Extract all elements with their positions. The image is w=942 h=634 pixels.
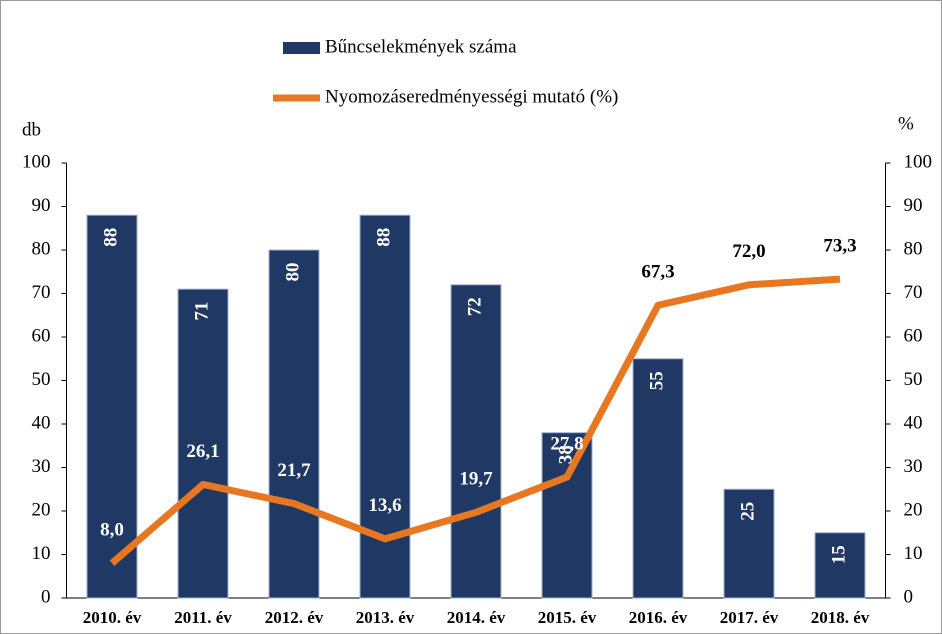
y2-tick-label: 0 — [904, 586, 914, 607]
y-tick-label: 10 — [32, 543, 51, 564]
line-value-label: 21,7 — [277, 460, 311, 481]
x-tick-label: 2013. év — [356, 608, 415, 627]
y-tick-label: 30 — [32, 456, 51, 477]
bar-value-label: 25 — [737, 502, 758, 521]
y-tick-label: 40 — [32, 412, 51, 433]
y-tick-label: 20 — [32, 499, 51, 520]
x-tick-label: 2011. év — [174, 608, 232, 627]
y2-tick-label: 100 — [904, 151, 933, 172]
chart: db % 0 10 20 30 40 50 60 70 80 90 100 0 10 20 30 40 50 60… — [0, 0, 942, 634]
y2-tick-label: 10 — [904, 543, 923, 564]
bar-value-label: 71 — [191, 302, 212, 321]
x-tick-label: 2018. év — [811, 608, 870, 627]
bar — [633, 359, 683, 598]
x-tick-label: 2012. év — [265, 608, 324, 627]
line-value-label: 13,6 — [368, 495, 401, 516]
y2-tick-label: 20 — [904, 499, 923, 520]
x-tick-label: 2015. év — [538, 608, 597, 627]
x-tick-label: 2016. év — [629, 608, 688, 627]
x-tick-label: 2014. év — [447, 608, 506, 627]
bar-value-label: 88 — [100, 228, 121, 247]
y-tick-label: 50 — [32, 369, 51, 390]
bar-value-label: 55 — [646, 371, 667, 390]
y2-tick-label: 90 — [904, 195, 923, 216]
bar — [451, 285, 501, 598]
bar — [269, 250, 319, 598]
line-value-label: 27,8 — [550, 433, 583, 454]
y2-tick-label: 30 — [904, 456, 923, 477]
y2-tick-label: 70 — [904, 282, 923, 303]
legend-label: Bűncselekmények száma — [325, 36, 517, 57]
y2-tick-label: 60 — [904, 325, 923, 346]
page: {"chart_data": {"type": "bar", "y_label"… — [0, 0, 942, 634]
y-tick-label: 100 — [22, 151, 51, 172]
legend-label: Nyomozáseredményességi mutató (%) — [325, 86, 618, 107]
bar — [87, 215, 137, 598]
bar-value-label: 80 — [282, 263, 303, 282]
bar-value-label: 15 — [828, 545, 849, 564]
x-tick-label: 2017. év — [720, 608, 779, 627]
x-tick-label: 2010. év — [83, 608, 142, 627]
bar — [815, 533, 865, 598]
y2-axis-label: % — [898, 113, 914, 134]
bar-value-label: 72 — [464, 297, 485, 316]
y-tick-label: 70 — [32, 282, 51, 303]
line-value-label: 67,3 — [641, 262, 674, 283]
y2-tick-label: 40 — [904, 412, 923, 433]
legend-swatch — [283, 42, 320, 54]
y2-tick-label: 50 — [904, 369, 923, 390]
line-value-label: 73,3 — [823, 236, 856, 257]
y2-tick-label: 80 — [904, 238, 923, 259]
line-value-label: 72,0 — [732, 241, 765, 262]
bar-value-label: 88 — [373, 228, 394, 247]
line-value-label: 19,7 — [459, 469, 493, 490]
y-tick-label: 0 — [41, 586, 51, 607]
line-value-label: 26,1 — [186, 441, 219, 462]
y-tick-label: 80 — [32, 238, 51, 259]
y-tick-label: 60 — [32, 325, 51, 346]
line-value-label: 8,0 — [100, 520, 124, 541]
y-axis-label: db — [22, 119, 41, 140]
y-tick-label: 90 — [32, 195, 51, 216]
